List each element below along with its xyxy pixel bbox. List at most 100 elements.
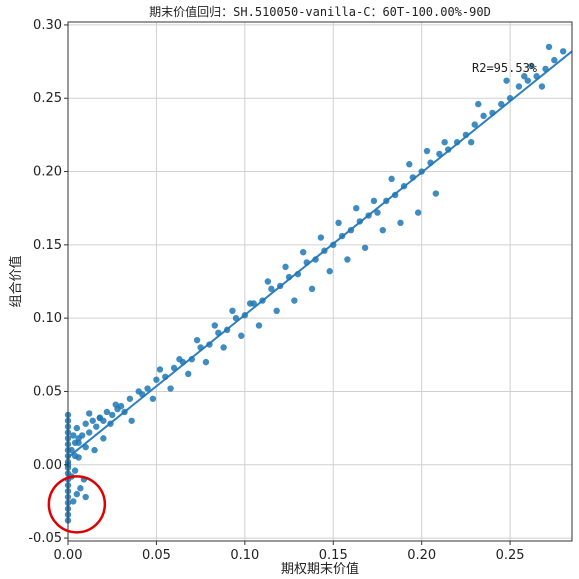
scatter-point: [441, 139, 448, 146]
scatter-point: [197, 344, 204, 351]
scatter-point: [100, 435, 107, 442]
scatter-point: [73, 490, 81, 498]
scatter-point: [91, 446, 98, 454]
scatter-point: [471, 121, 478, 128]
plot-frame: [67, 21, 573, 542]
scatter-point: [406, 161, 413, 168]
scatter-point: [264, 278, 272, 285]
scatter-point: [193, 336, 201, 344]
scatter-point: [361, 244, 369, 251]
scatter-point: [436, 150, 443, 158]
scatter-point: [365, 212, 372, 219]
scatter-point: [344, 256, 351, 263]
x-tick-label: 0.05: [142, 548, 171, 563]
x-tick-label: 0.20: [407, 548, 436, 563]
scatter-point: [383, 197, 390, 205]
scatter-point: [533, 73, 540, 80]
scatter-point: [294, 270, 302, 278]
y-tick-label: -0.05: [28, 531, 62, 546]
scatter-point: [338, 232, 346, 240]
scatter-point: [388, 175, 395, 183]
y-tick-label: 0.00: [33, 458, 62, 473]
scatter-point: [78, 432, 86, 439]
y-tick-label: 0.10: [33, 311, 62, 326]
scatter-point: [475, 100, 482, 108]
scatter-point: [215, 329, 222, 337]
scatter-point: [506, 95, 514, 102]
scatter-point: [185, 370, 192, 378]
x-tick-label: 0.10: [230, 548, 259, 563]
scatter-point: [409, 174, 417, 181]
r2-annotation: R2=95.53%: [472, 61, 538, 75]
scatter-point: [347, 226, 355, 234]
y-tick-label: 0.20: [33, 165, 62, 180]
x-axis-label: 期权期末价值: [281, 561, 359, 577]
scatter-point: [312, 256, 319, 263]
scatter-point: [103, 408, 111, 416]
scatter-point: [498, 100, 505, 108]
scatter-point: [423, 147, 431, 155]
regression-line: [67, 50, 573, 459]
scatter-point: [503, 77, 510, 84]
scatter-point: [149, 395, 157, 402]
scatter-point: [238, 332, 245, 339]
scatter-point: [462, 131, 470, 139]
scatter-point: [77, 485, 84, 492]
scatter-point: [524, 77, 531, 84]
scatter-point: [211, 322, 218, 329]
scatter-point: [528, 62, 535, 70]
scatter-point: [167, 385, 174, 392]
scatter-point: [268, 285, 275, 293]
scatter-point: [188, 356, 195, 363]
scatter-point: [273, 307, 280, 315]
scatter-point: [139, 391, 146, 398]
scatter-point: [75, 439, 82, 446]
scatter-point: [220, 344, 227, 351]
scatter-point: [391, 191, 399, 199]
scatter-point: [202, 358, 210, 366]
scatter-point: [126, 395, 134, 402]
scatter-point: [144, 385, 151, 392]
y-axis-label: 组合价值: [8, 255, 24, 307]
y-tick-label: 0.15: [33, 238, 62, 253]
scatter-point: [71, 452, 79, 460]
scatter-point: [89, 417, 96, 424]
scatter-point: [232, 314, 240, 322]
scatter-point: [480, 112, 487, 120]
scatter-point: [156, 366, 164, 373]
scatter-point: [250, 300, 257, 307]
scatter-point: [445, 146, 452, 153]
x-tick-label: 0.15: [319, 548, 348, 563]
scatter-point: [453, 139, 461, 146]
scatter-point: [153, 376, 160, 383]
scatter-point: [73, 424, 81, 432]
scatter-point: [68, 446, 75, 454]
scatter-point: [515, 83, 523, 90]
y-tick-label: 0.05: [33, 384, 62, 399]
scatter-point: [300, 248, 307, 256]
scatter-point: [330, 241, 337, 249]
scatter-point: [162, 373, 169, 380]
scatter-point: [356, 218, 363, 225]
x-axis-ticks: 0.00 0.05 0.10 0.15 0.20 0.25: [54, 541, 525, 563]
scatter-point: [326, 268, 333, 275]
scatter-points: [64, 43, 567, 524]
scatter-point: [545, 43, 553, 51]
x-tick-label: 0.25: [496, 548, 525, 563]
scatter-point: [538, 83, 546, 90]
scatter-point: [206, 341, 213, 348]
scatter-point: [277, 282, 284, 290]
y-tick-label: 0.30: [33, 18, 62, 33]
scatter-point: [335, 219, 342, 227]
scatter-point: [489, 109, 496, 117]
scatter-point: [86, 410, 93, 417]
scatter-point: [82, 420, 89, 427]
scatter-point: [112, 401, 119, 408]
scatter-point: [86, 429, 93, 436]
scatter-point: [229, 307, 236, 315]
highlight-circle: [47, 475, 107, 534]
scatter-point: [70, 498, 77, 505]
scatter-point: [259, 297, 266, 304]
scatter-point: [71, 467, 79, 474]
chart-title: 期末价值回归：SH.510050-vanilla-C：60T-100.00%-9…: [149, 4, 491, 19]
